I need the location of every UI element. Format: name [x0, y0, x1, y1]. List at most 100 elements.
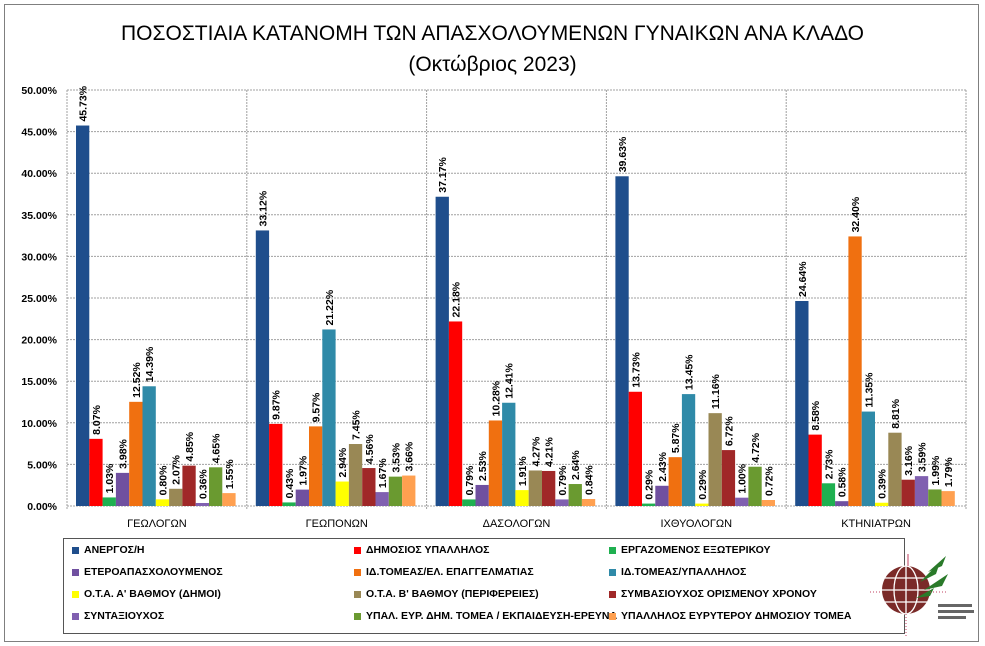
bar	[861, 411, 875, 506]
bar	[222, 493, 236, 506]
bar	[402, 475, 416, 506]
bar-value-label: 12.52%	[131, 362, 143, 398]
bar	[388, 476, 403, 506]
bar	[142, 386, 156, 506]
bar	[182, 465, 196, 506]
bar	[322, 329, 336, 506]
bar	[335, 481, 349, 506]
bar-value-label: 1.79%	[943, 457, 955, 487]
bar	[695, 503, 709, 506]
legend-swatch	[72, 568, 79, 576]
bar-value-label: 4.21%	[544, 437, 556, 467]
bar	[875, 502, 889, 506]
bar	[761, 500, 775, 506]
legend-item: ΕΤΕΡΟΑΠΑΣΧΟΛΟΥΜΕΝΟΣ	[72, 566, 223, 578]
bar-value-label: 0.79%	[557, 465, 569, 495]
bar	[115, 472, 130, 506]
bar	[129, 401, 143, 506]
bar	[195, 503, 209, 506]
legend-label: ΔΗΜΟΣΙΟΣ ΥΠΑΛΛΗΛΟΣ	[366, 544, 490, 556]
bar	[209, 467, 223, 506]
legend-swatch	[72, 546, 79, 554]
y-tick-label: 15.00%	[21, 376, 57, 388]
bar	[568, 484, 582, 506]
legend-item: Ο.Τ.Α. Β' ΒΑΘΜΟΥ (ΠΕΡΙΦΕΡΕΙΕΣ)	[354, 588, 539, 600]
bar-value-label: 32.40%	[850, 196, 862, 232]
bar	[102, 497, 116, 506]
bar-value-label: 0.36%	[197, 469, 209, 499]
bar	[362, 468, 376, 506]
legend-swatch	[354, 590, 361, 598]
bar	[528, 470, 542, 506]
bar-value-label: 21.22%	[324, 289, 336, 325]
bar	[375, 492, 389, 506]
bar-value-label: 22.18%	[451, 281, 463, 317]
bar-value-label: 39.63%	[617, 136, 629, 172]
bar	[941, 491, 955, 506]
bar-value-label: 9.87%	[271, 389, 283, 419]
bar-value-label: 13.45%	[684, 354, 696, 390]
bar-value-label: 0.39%	[877, 468, 889, 498]
bar	[475, 484, 489, 506]
globe-leaf-logo-icon	[870, 554, 974, 636]
chart-title: ΠΟΣΟΣΤΙΑΙΑ ΚΑΤΑΝΟΜΗ ΤΩΝ ΑΠΑΣΧΟΛΟΥΜΕΝΩΝ Γ…	[121, 22, 864, 45]
bar	[835, 501, 849, 506]
legend-label: ΑΝΕΡΓΟΣ/Η	[84, 544, 145, 556]
bar-value-label: 4.27%	[530, 436, 542, 466]
bar	[255, 230, 270, 507]
bar-value-label: 3.16%	[903, 445, 915, 475]
bar-value-label: 2.94%	[337, 447, 349, 477]
bar-value-label: 4.65%	[211, 433, 223, 463]
legend-label: ΙΔ.ΤΟΜΕΑΣ/ΕΛ. ΕΠΑΓΓΕΛΜΑΤΙΑΣ	[366, 566, 534, 578]
bar-value-label: 4.56%	[364, 434, 376, 464]
bar-value-label: 0.58%	[837, 467, 849, 497]
bar	[282, 502, 296, 506]
chart-frame	[4, 4, 979, 642]
bar-value-label: 11.35%	[863, 372, 875, 408]
legend-item: ΥΠΑΛΛΗΛΟΣ ΕΥΡΥΤΕΡΟΥ ΔΗΜΟΣΙΟΥ ΤΟΜΕΑ	[609, 610, 852, 622]
bar-value-label: 11.16%	[710, 373, 722, 409]
bar	[76, 125, 90, 506]
bar-value-label: 8.58%	[810, 400, 822, 430]
bar	[628, 391, 642, 506]
bar	[821, 483, 836, 506]
legend-swatch	[609, 590, 616, 598]
bar-value-label: 45.73%	[78, 85, 90, 121]
bar-value-label: 3.66%	[404, 441, 416, 471]
legend-item: Ο.Τ.Α. Α' ΒΑΘΜΟΥ (ΔΗΜΟΙ)	[72, 588, 221, 600]
bar-value-label: 1.67%	[377, 458, 389, 488]
bar-value-label: 0.79%	[464, 465, 476, 495]
bar-value-label: 4.72%	[750, 432, 762, 462]
legend-item: ΙΔ.ΤΟΜΕΑΣ/ΥΠΑΛΛΗΛΟΣ	[609, 566, 746, 578]
legend-label: ΣΥΜΒΑΣΙΟΥΧΟΣ ΟΡΙΣΜΕΝΟΥ ΧΡΟΝΟΥ	[621, 588, 817, 600]
bar-value-label: 12.41%	[504, 362, 516, 398]
bar-value-label: 0.80%	[157, 465, 169, 495]
bar	[808, 434, 822, 506]
bar-value-label: 3.59%	[917, 442, 929, 472]
bar-value-label: 10.28%	[490, 380, 502, 416]
bar	[488, 420, 503, 506]
y-tick-label: 35.00%	[21, 210, 57, 222]
bar-value-label: 33.12%	[257, 190, 269, 226]
bar	[721, 450, 736, 506]
legend-item: ΑΝΕΡΓΟΣ/Η	[72, 544, 144, 556]
x-category-label: ΓΕΩΠΟΝΩΝ	[306, 518, 368, 530]
bar	[581, 499, 596, 506]
legend-swatch	[354, 612, 361, 620]
legend-label: Ο.Τ.Α. Α' ΒΑΘΜΟΥ (ΔΗΜΟΙ)	[84, 588, 221, 600]
bar	[542, 470, 556, 506]
legend-label: Ο.Τ.Α. Β' ΒΑΘΜΟΥ (ΠΕΡΙΦΕΡΕΙΕΣ)	[366, 588, 539, 600]
bar-value-label: 24.64%	[797, 261, 809, 297]
legend-item: ΣΥΜΒΑΣΙΟΥΧΟΣ ΟΡΙΣΜΕΝΟΥ ΧΡΟΝΟΥ	[609, 588, 817, 600]
bar	[708, 413, 722, 506]
bar	[448, 321, 463, 506]
bar-value-label: 2.64%	[570, 450, 582, 480]
bar	[348, 444, 363, 506]
bar-value-label: 2.73%	[823, 449, 835, 479]
legend-swatch	[72, 590, 79, 598]
bar	[515, 490, 529, 506]
legend-swatch	[354, 546, 361, 554]
y-tick-label: 25.00%	[21, 293, 57, 305]
legend-swatch	[609, 546, 616, 554]
legend-label: ΕΡΓΑΖΟΜΕΝΟΣ ΕΞΩΤΕΡΙΚΟΥ	[621, 544, 771, 556]
